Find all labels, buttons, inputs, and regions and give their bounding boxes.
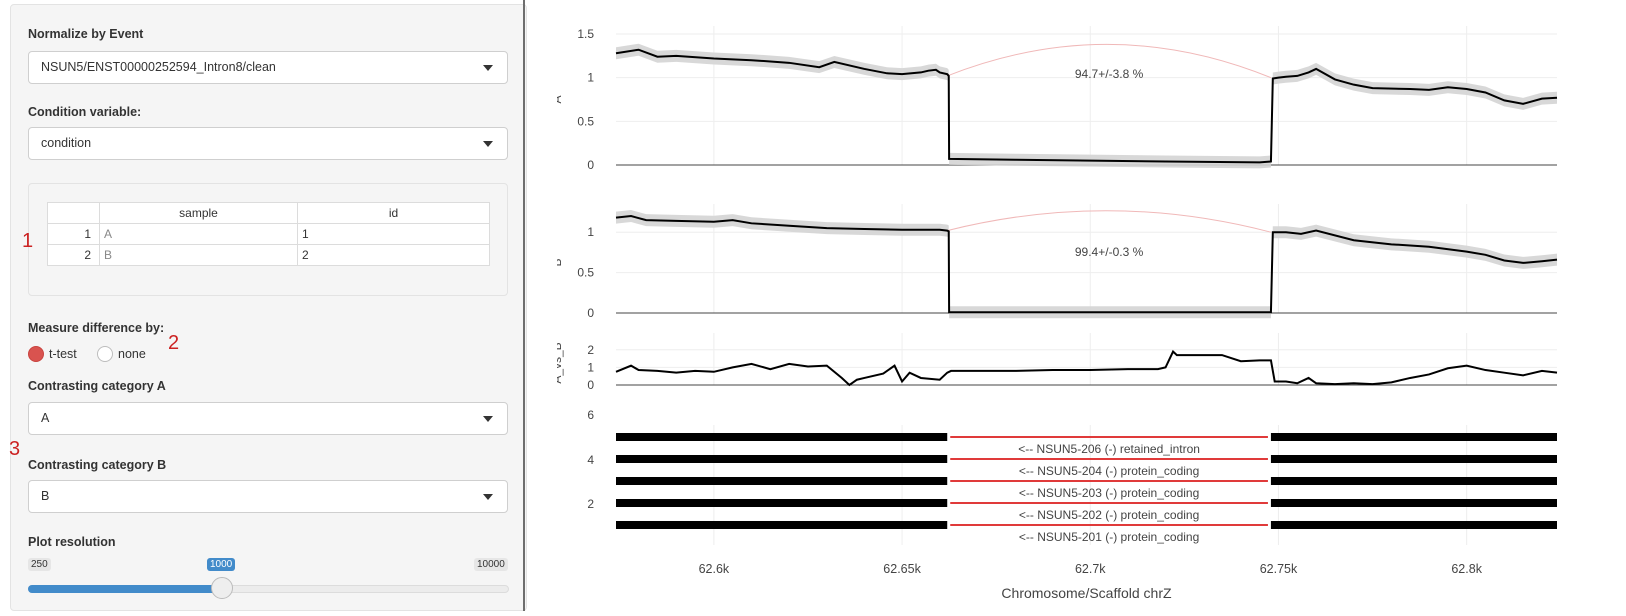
- y-tick-label: 1: [587, 71, 594, 85]
- condition-label: Condition variable:: [28, 105, 142, 119]
- y-tick-label: 0.5: [577, 114, 594, 128]
- category-b-label: Contrasting category B: [28, 458, 167, 472]
- exon-block: [1270, 499, 1557, 507]
- confidence-band: [616, 43, 1557, 169]
- slider-max-label: 10000: [474, 558, 508, 571]
- chevron-down-icon: [483, 416, 493, 422]
- exon-block: [1270, 455, 1557, 463]
- x-tick-label: 62.75k: [1260, 562, 1298, 576]
- y-tick-label: 2: [587, 343, 594, 357]
- row-number: 2: [47, 244, 100, 266]
- sample-table-well: sample id 1 A 1 2 B 2: [28, 183, 508, 296]
- normalize-select-value: NSUN5/ENST00000252594_Intron8/clean: [41, 60, 276, 74]
- measure-label: Measure difference by:: [28, 321, 165, 335]
- radio-ttest[interactable]: [28, 346, 44, 362]
- x-axis-label: Chromosome/Scaffold chrZ: [1001, 585, 1172, 601]
- transcript-label: <-- NSUN5-204 (-) protein_coding: [1019, 464, 1199, 478]
- category-b-select[interactable]: B: [28, 480, 508, 513]
- y-tick-label: 0: [587, 306, 594, 320]
- y-tick-label: 0: [587, 158, 594, 172]
- junction-arc: [947, 43, 1272, 79]
- y-axis-label: A_vs_B: [557, 342, 564, 383]
- y-axis-label: B: [557, 258, 564, 266]
- y-tick-label: 6: [587, 408, 594, 422]
- chevron-down-icon: [483, 65, 493, 71]
- y-tick-label: 0.5: [577, 266, 594, 280]
- condition-select[interactable]: condition: [28, 127, 508, 160]
- y-tick-label: 1: [587, 360, 594, 374]
- category-b-value: B: [41, 489, 50, 503]
- y-tick-label: 0: [587, 378, 594, 392]
- table-row: 2 B 2: [47, 244, 490, 266]
- chevron-down-icon: [483, 494, 493, 500]
- psi-annotation: 94.7+/-3.8 %: [1075, 67, 1144, 81]
- id-cell[interactable]: 1: [297, 223, 490, 245]
- exon-block: [616, 521, 948, 529]
- annotation-number-3: 3: [9, 438, 21, 460]
- slider-value-label: 1000: [207, 558, 236, 571]
- exon-block: [1270, 477, 1557, 485]
- table-corner-cell: [47, 202, 100, 224]
- coverage-plot[interactable]: 0 0.5 1 1.5 A 94.7+/-3.8 % 0 0.5 1 B 99.4+/-0.3 % 0…: [550, 0, 1626, 611]
- y-tick-label: 1.5: [577, 27, 594, 41]
- junction-arc: [947, 210, 1272, 233]
- coverage-line: [615, 48, 1558, 164]
- sample-cell[interactable]: A: [99, 223, 298, 245]
- y-axis-label: A: [557, 95, 564, 103]
- normalize-select[interactable]: NSUN5/ENST00000252594_Intron8/clean: [28, 51, 508, 84]
- exon-block: [616, 477, 948, 485]
- slider-fill: [28, 585, 221, 593]
- radio-ttest-label[interactable]: t-test: [49, 347, 77, 361]
- transcript-label: <-- NSUN5-202 (-) protein_coding: [1019, 508, 1199, 522]
- resolution-label: Plot resolution: [28, 535, 116, 549]
- y-tick-label: 2: [587, 497, 594, 511]
- category-a-select[interactable]: A: [28, 402, 508, 435]
- chevron-down-icon: [483, 141, 493, 147]
- exon-block: [1270, 433, 1557, 441]
- column-header-id[interactable]: id: [297, 202, 490, 224]
- annotation-number-1: 1: [22, 230, 34, 252]
- psi-annotation: 99.4+/-0.3 %: [1075, 245, 1144, 259]
- exon-block: [616, 499, 948, 507]
- table-header-row: sample id: [47, 202, 490, 224]
- sidebar-panel: Normalize by Event NSUN5/ENST00000252594…: [10, 4, 527, 611]
- category-a-label: Contrasting category A: [28, 379, 166, 393]
- exon-block: [616, 455, 948, 463]
- radio-none[interactable]: [97, 346, 113, 362]
- slider-min-label: 250: [28, 558, 51, 571]
- exon-block: [1270, 521, 1557, 529]
- x-tick-label: 62.7k: [1075, 562, 1106, 576]
- x-tick-label: 62.6k: [699, 562, 730, 576]
- exon-block: [616, 433, 948, 441]
- radio-none-label[interactable]: none: [118, 347, 146, 361]
- coverage-plot-svg[interactable]: 0 0.5 1 1.5 A 94.7+/-3.8 % 0 0.5 1 B 99.4+/-0.3 % 0…: [550, 0, 1626, 611]
- annotation-number-2: 2: [168, 332, 180, 354]
- transcript-label: <-- NSUN5-206 (-) retained_intron: [1018, 442, 1200, 456]
- sample-cell[interactable]: B: [99, 244, 298, 266]
- coverage-line: [615, 215, 1558, 314]
- table-row: 1 A 1: [47, 223, 490, 245]
- x-tick-label: 62.65k: [883, 562, 921, 576]
- normalize-label: Normalize by Event: [28, 27, 144, 41]
- slider-handle[interactable]: [211, 577, 233, 599]
- transcript-label: <-- NSUN5-203 (-) protein_coding: [1019, 486, 1199, 500]
- confidence-band: [616, 210, 1557, 319]
- column-header-sample[interactable]: sample: [99, 202, 298, 224]
- y-tick-label: 1: [587, 225, 594, 239]
- coverage-line: [615, 349, 1558, 387]
- y-tick-label: 4: [587, 453, 594, 467]
- category-a-value: A: [41, 411, 50, 425]
- condition-select-value: condition: [41, 136, 92, 150]
- row-number: 1: [47, 223, 100, 245]
- sample-table: sample id 1 A 1 2 B 2: [47, 202, 490, 266]
- transcript-label: <-- NSUN5-201 (-) protein_coding: [1019, 530, 1199, 544]
- panel-divider[interactable]: [523, 0, 525, 611]
- x-tick-label: 62.8k: [1451, 562, 1482, 576]
- id-cell[interactable]: 2: [297, 244, 490, 266]
